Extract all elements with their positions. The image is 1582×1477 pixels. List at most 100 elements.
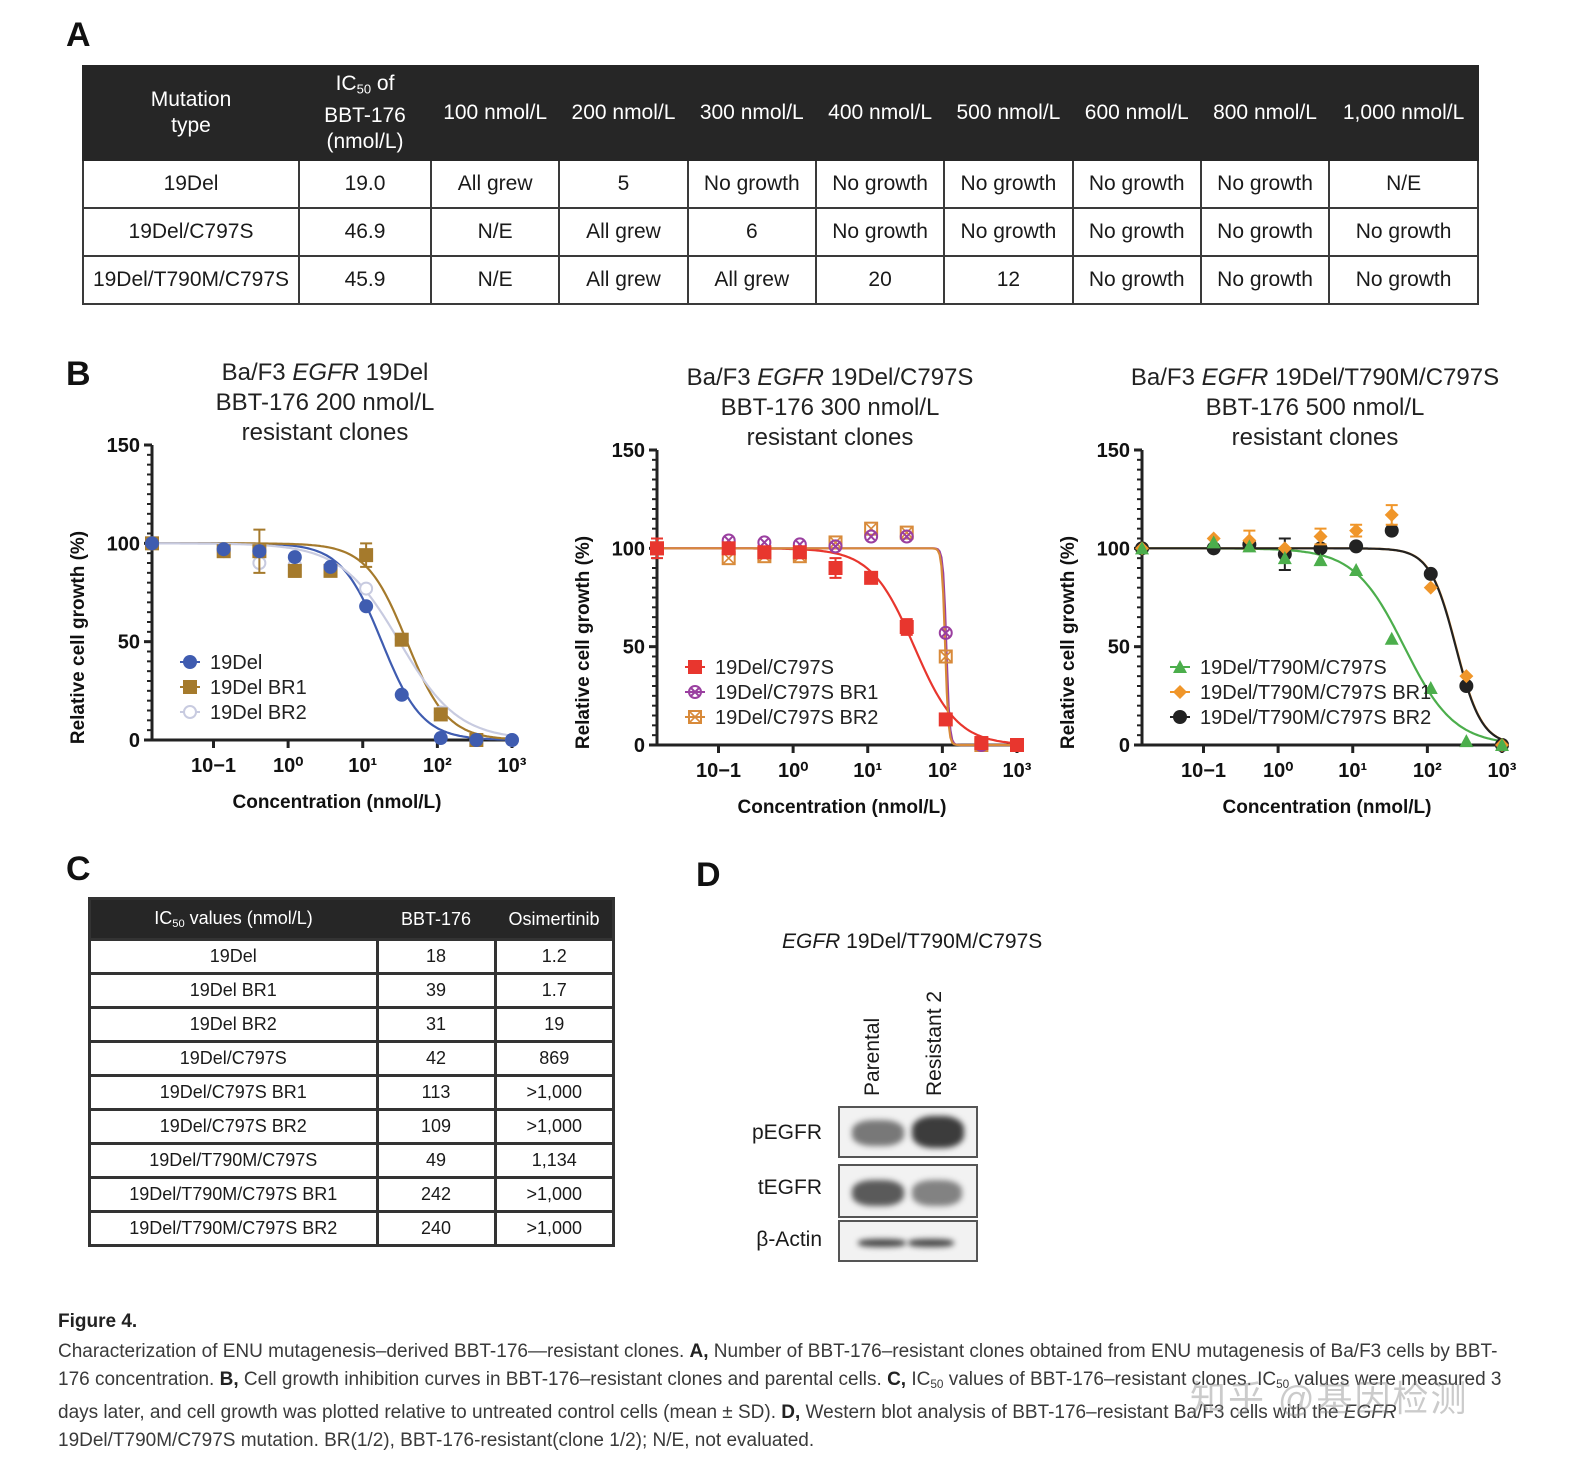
clone-count-cell: No growth (1328, 207, 1479, 257)
data-point (287, 550, 302, 565)
data-point (1384, 507, 1399, 522)
legend-label: 19Del/T790M/C797S BR2 (1200, 707, 1431, 729)
clone-count-cell: No growth (1071, 207, 1202, 257)
cell-line-cell: 19Del BR2 (88, 1006, 379, 1043)
data-point (828, 561, 843, 575)
clone-count-cell: No growth (1328, 255, 1479, 305)
blot-label-pegfr: pEGFR (751, 1121, 822, 1144)
data-point (828, 539, 843, 554)
cell-line-cell: 19Del (88, 938, 379, 975)
chart-subtitle: resistant clones (242, 419, 409, 446)
x-tick-label: 10² (1413, 760, 1442, 782)
cell-line-cell: 19Del/C797S BR1 (88, 1074, 379, 1111)
legend-marker (1173, 710, 1187, 724)
western-blot-title: EGFR 19Del/T790M/C797S (782, 930, 1043, 953)
growth-chart-19del-c797s: Ba/F3 EGFR 19Del/C797S BBT-176 300 nmol/L… (565, 355, 1055, 830)
data-point (287, 563, 302, 578)
legend-label: 19Del/T790M/C797S (1200, 657, 1387, 679)
y-tick-label: 100 (107, 533, 140, 555)
bbt176-ic50-cell: 18 (375, 938, 497, 975)
header-conc: 1,000 nmol/L (1328, 65, 1479, 161)
data-point (1423, 680, 1438, 694)
clone-count-cell: All grew (429, 159, 561, 209)
bbt176-ic50-cell: 49 (375, 1142, 497, 1179)
osimertinib-ic50-cell: 19 (493, 1006, 615, 1043)
growth-chart-19del: Ba/F3 EGFR 19Del BBT-176 200 nmol/L resist… (60, 350, 550, 825)
ic50-cell: 19.0 (298, 159, 432, 209)
x-tick-label: 10¹ (853, 760, 882, 782)
legend-label: 19Del/C797S (715, 657, 834, 679)
clone-count-cell: All grew (558, 207, 689, 257)
bbt176-ic50-cell: 240 (375, 1210, 497, 1247)
legend-marker (183, 705, 197, 719)
data-point (864, 570, 879, 585)
y-tick-label: 50 (118, 632, 140, 654)
x-tick-label: 10³ (1488, 760, 1517, 782)
blot-label-tegfr: tEGFR (757, 1176, 822, 1199)
data-point (394, 632, 409, 647)
chart-svg: Ba/F3 EGFR 19Del/T790M/C797S BBT-176 500 … (1058, 364, 1517, 818)
data-point (359, 581, 374, 596)
y-tick-label: 100 (612, 538, 645, 560)
data-point (1423, 580, 1438, 595)
data-point (938, 649, 953, 664)
x-tick-label: 10−1 (696, 760, 741, 782)
y-axis-label: Relative cell growth (%) (68, 531, 89, 744)
x-axis-label: Concentration (nmol/L) (233, 792, 442, 813)
bbt176-ic50-cell: 42 (375, 1040, 497, 1077)
table-row: 19Del/C797S 46.9 N/E All grew 6 No growth No g… (82, 207, 1479, 257)
header-conc: 600 nmol/L (1071, 65, 1202, 161)
osimertinib-ic50-cell: 1,134 (493, 1142, 615, 1179)
data-point (899, 529, 914, 544)
clone-count-cell: 20 (814, 255, 946, 305)
clone-count-cell: 5 (558, 159, 689, 209)
header-conc: 200 nmol/L (558, 65, 689, 161)
cell-line-cell: 19Del BR1 (88, 972, 379, 1009)
blot-band (852, 1120, 904, 1146)
header-conc: 800 nmol/L (1199, 65, 1331, 161)
y-tick-label: 150 (1097, 440, 1130, 462)
figure-title: Figure 4. (58, 1311, 138, 1332)
blot-strip-pegfr (838, 1106, 978, 1158)
osimertinib-ic50-cell: >1,000 (493, 1108, 615, 1145)
legend-label: 19Del/C797S BR2 (715, 707, 878, 729)
table-row: 19Del/C797S BR1 113 >1,000 (88, 1074, 615, 1111)
chart-title: Ba/F3 EGFR 19Del/T790M/C797S (1131, 364, 1499, 391)
data-point (1349, 523, 1364, 538)
table-header-row: Mutation type IC50 of BBT-176 (nmol/L) 100 … (82, 65, 1479, 161)
table-row: 19Del/T790M/C797S 49 1,134 (88, 1142, 615, 1179)
table-row: 19Del 18 1.2 (88, 938, 615, 975)
chart-subtitle: BBT-176 300 nmol/L (721, 394, 940, 421)
clone-count-cell: N/E (429, 255, 561, 305)
chart-title: Ba/F3 EGFR 19Del/C797S (687, 364, 974, 391)
clone-count-cell: No growth (686, 159, 817, 209)
data-point (1010, 738, 1024, 752)
blot-band (912, 1180, 962, 1206)
watermark: 知乎 @基因检测 (1190, 1378, 1469, 1419)
table-row: 19Del/C797S 42 869 (88, 1040, 615, 1077)
cell-line-cell: 19Del/T790M/C797S BR1 (88, 1176, 379, 1213)
clone-count-cell: No growth (1071, 159, 1202, 209)
data-point (757, 545, 772, 560)
bbt176-ic50-cell: 113 (375, 1074, 497, 1111)
data-point (721, 541, 736, 556)
table-row: 19Del/T790M/C797S BR1 242 >1,000 (88, 1176, 615, 1213)
y-tick-label: 50 (623, 637, 645, 659)
legend-label: 19Del BR1 (210, 677, 307, 699)
ic50-table: IC50 values (nmol/L) BBT-176 Osimertinib… (88, 897, 615, 1247)
legend-label: 19Del (210, 652, 262, 674)
osimertinib-ic50-cell: >1,000 (493, 1210, 615, 1247)
blot-label-beta-actin: β-Actin (756, 1228, 822, 1251)
data-point (938, 625, 953, 640)
mutation-type-cell: 19Del (82, 159, 300, 209)
data-point (938, 712, 953, 727)
data-point (974, 736, 989, 751)
data-point (1277, 551, 1292, 565)
cell-line-cell: 19Del/T790M/C797S BR2 (88, 1210, 379, 1247)
cell-line-cell: 19Del/T790M/C797S (88, 1142, 379, 1179)
data-point (1135, 541, 1149, 555)
legend-marker (688, 660, 702, 674)
data-point (433, 731, 448, 746)
clone-count-cell: No growth (943, 159, 1074, 209)
bbt176-ic50-cell: 109 (375, 1108, 497, 1145)
